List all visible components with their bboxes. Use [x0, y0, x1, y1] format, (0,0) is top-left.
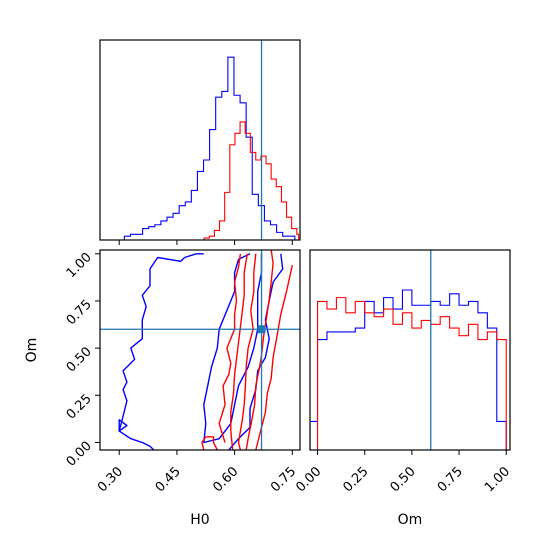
contour-red-9: [205, 436, 218, 450]
x-tick-label: 0.00: [293, 464, 324, 495]
contour-red-4: [218, 253, 242, 443]
x-axis-label-om: Om: [398, 512, 423, 528]
contour-red-6: [237, 253, 257, 450]
histogram-red-series: [203, 121, 300, 240]
axes-frame: [99, 39, 301, 241]
x-tick-label: 0.75: [268, 464, 299, 495]
contour-blue-0: [203, 253, 263, 444]
histogram-blue-series: [310, 289, 507, 450]
x-tick-label: 0.75: [435, 464, 466, 495]
truth-marker: [257, 325, 266, 334]
contour-blue-1: [118, 253, 204, 450]
x-tick-label: 0.25: [340, 464, 371, 495]
x-tick-label: 0.60: [210, 464, 241, 495]
plot-area: [100, 40, 300, 240]
y-tick-label: 0.25: [64, 392, 95, 423]
y-tick-label: 1.00: [64, 250, 95, 281]
plot-area: [310, 250, 507, 450]
x-tick-label: 0.45: [153, 464, 184, 495]
panel-hist-om: 0.00 0.25 0.50 0.75 1.00: [293, 249, 513, 495]
y-tick-label: 0.00: [64, 439, 95, 470]
histogram-red-series: [316, 297, 507, 450]
y-tick-label: 0.75: [64, 297, 95, 328]
x-tick-label: 0.50: [388, 464, 419, 495]
contour-red-5: [230, 253, 248, 450]
y-tick-label: 0.50: [64, 344, 95, 375]
y-axis-label-om: Om: [24, 338, 40, 363]
panel-contour-h0-om: 0.30 0.45 0.60 0.75 0.00 0.25 0.50 0.75 1.00: [64, 249, 301, 495]
contour-red-8: [255, 264, 293, 450]
axes-frame: [99, 249, 301, 451]
x-tick-label: 1.00: [482, 464, 513, 495]
plot-area: [100, 250, 300, 450]
x-axis-label-h0: H0: [190, 512, 209, 528]
histogram-blue-series: [100, 56, 296, 240]
x-tick-label: 0.30: [95, 464, 126, 495]
contour-blue-2: [118, 419, 128, 432]
contour-red-10: [201, 436, 207, 450]
panel-hist-h0: [99, 39, 301, 245]
axes-frame: [309, 249, 511, 451]
